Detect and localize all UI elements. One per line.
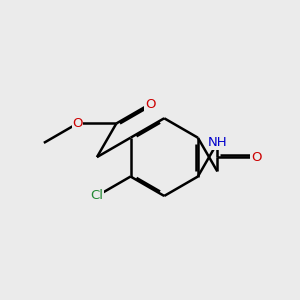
Text: Cl: Cl	[90, 190, 104, 202]
Text: O: O	[72, 117, 83, 130]
Text: NH: NH	[208, 136, 227, 149]
Text: O: O	[145, 98, 155, 110]
Text: O: O	[251, 151, 261, 164]
